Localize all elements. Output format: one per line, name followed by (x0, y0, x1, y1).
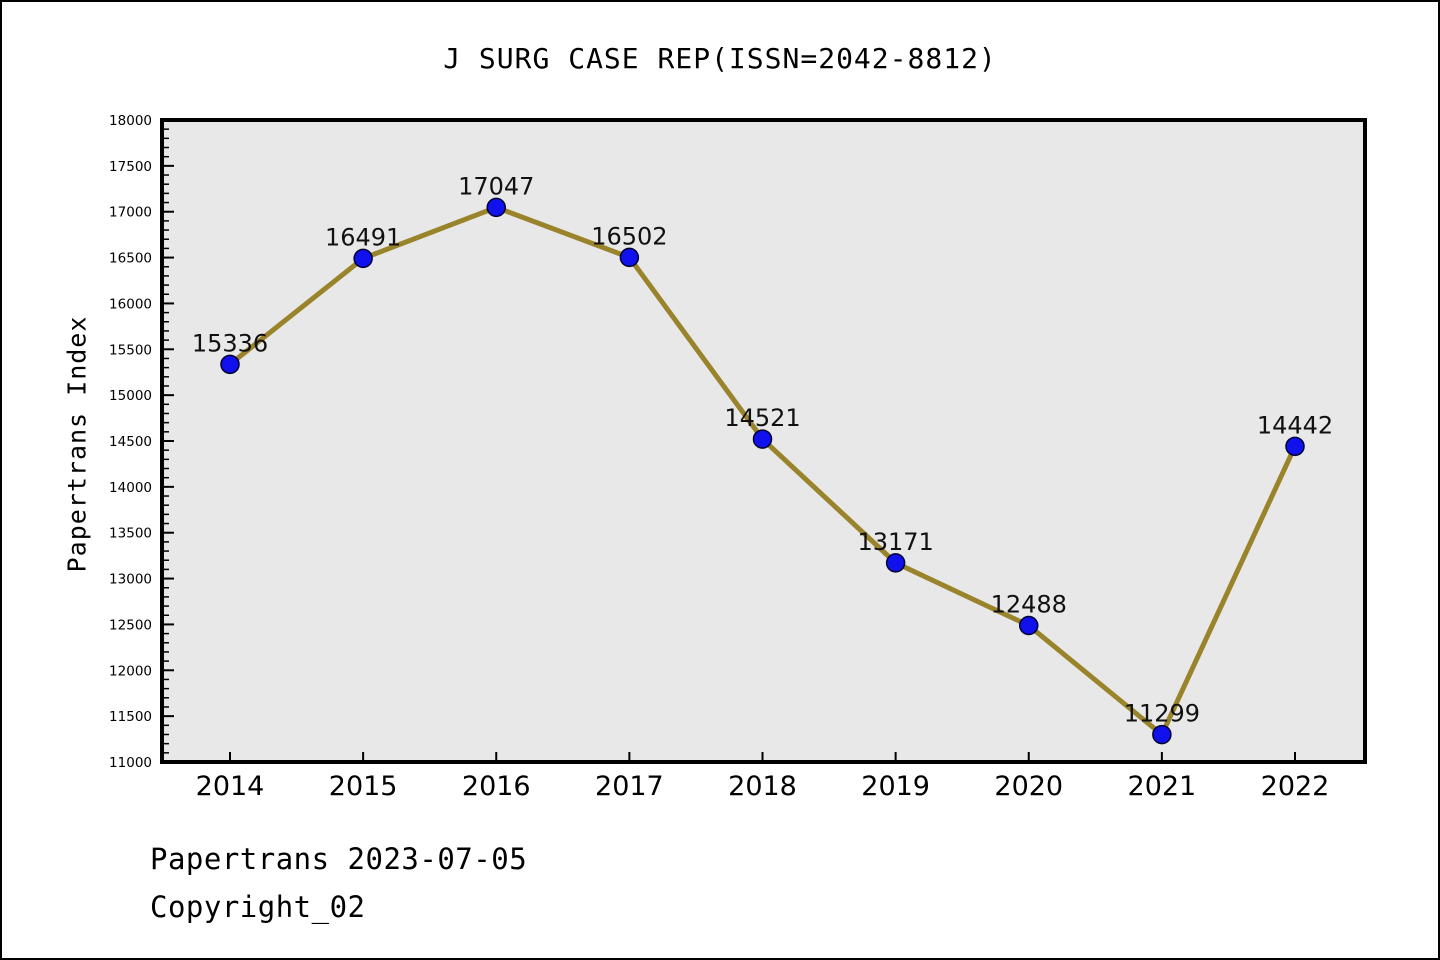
y-tick-label: 16000 (109, 296, 152, 312)
x-tick-label: 2016 (462, 771, 531, 802)
y-tick-label: 15500 (109, 342, 152, 358)
data-point (353, 248, 373, 269)
x-tick-label: 2017 (595, 771, 664, 802)
y-tick-label: 18000 (109, 113, 152, 129)
data-point (752, 429, 773, 449)
data-point (885, 553, 906, 573)
data-point (1285, 436, 1305, 457)
data-point (1152, 724, 1172, 745)
y-axis-label: Papertrans Index (62, 315, 92, 573)
x-tick-label: 2022 (1261, 771, 1330, 802)
data-point (220, 354, 240, 375)
data-point-label: 12488 (991, 591, 1067, 619)
y-tick-label: 16500 (109, 251, 152, 267)
y-tick-label: 17000 (109, 205, 152, 221)
y-tick-label: 17500 (109, 159, 152, 175)
x-tick-label: 2014 (196, 771, 265, 802)
data-point-label: 14442 (1257, 411, 1333, 439)
y-tick-label: 13500 (109, 526, 152, 542)
chart-title: J SURG CASE REP(ISSN=2042-8812) (443, 42, 997, 75)
y-tick-label: 11500 (109, 709, 152, 725)
footer-copyright: Copyright_02 (150, 890, 366, 924)
data-point-label: 17047 (458, 172, 534, 200)
y-tick-label: 12000 (109, 663, 152, 679)
data-point-label: 11299 (1124, 700, 1200, 728)
plot-border (160, 118, 1367, 764)
data-point (486, 197, 506, 218)
x-tick-label: 2021 (1128, 771, 1197, 802)
data-point-label: 16491 (325, 223, 401, 251)
x-tick-label: 2015 (329, 771, 398, 802)
y-tick-label: 14500 (109, 434, 152, 450)
data-point-label: 13171 (857, 528, 933, 556)
y-tick-label: 14000 (109, 480, 152, 496)
x-tick-label: 2018 (728, 771, 797, 802)
x-tick-label: 2019 (861, 771, 930, 802)
y-tick-label: 13000 (109, 572, 152, 588)
x-tick-label: 2020 (994, 771, 1063, 802)
y-tick-label: 11000 (109, 755, 152, 771)
y-tick-label: 12500 (109, 617, 152, 633)
y-tick-label: 15000 (109, 388, 152, 404)
data-point-label: 14521 (724, 404, 800, 432)
data-point-label: 16502 (591, 222, 667, 250)
data-point (1019, 615, 1039, 636)
footer-watermark: Papertrans 2023-07-05 (150, 842, 528, 876)
data-point (619, 247, 640, 268)
data-point-label: 15336 (192, 329, 268, 357)
